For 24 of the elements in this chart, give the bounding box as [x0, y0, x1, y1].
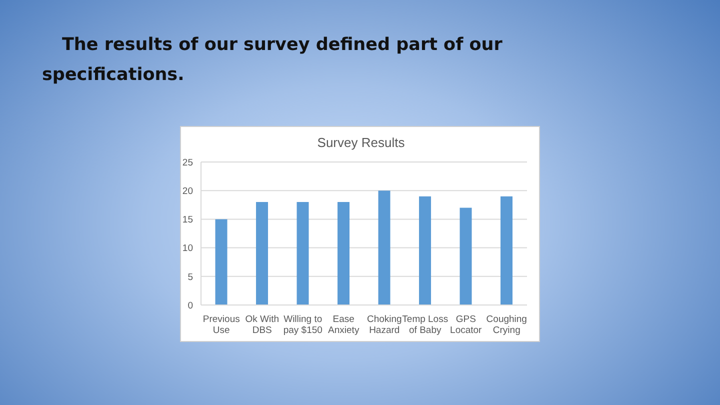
bar [500, 196, 513, 305]
bar [256, 202, 268, 305]
x-tick-label: Willing to pay $150 [283, 314, 322, 336]
y-tick-label: 10 [182, 243, 193, 254]
y-tick-label: 15 [182, 214, 193, 226]
text: The results of our survey defined part of our specifications. [42, 34, 504, 87]
x-tick-label: Ease Anxiety [328, 314, 360, 336]
bar [215, 219, 228, 305]
bar [419, 196, 432, 305]
x-tick-label: GPS Locator [450, 314, 482, 336]
y-tick-label: 5 [188, 272, 193, 283]
y-tick-label: 25 [182, 157, 193, 168]
chart-title: Survey Results [316, 135, 406, 150]
x-tick-label: Coughing Crying [486, 314, 527, 336]
x-tick-label: Previous Use [202, 314, 240, 336]
y-tick-label: 20 [182, 186, 193, 197]
bar [460, 208, 472, 305]
y-tick-label: 0 [188, 300, 193, 312]
x-tick-label: Ok With DBS [245, 314, 280, 336]
bar [378, 190, 390, 305]
x-tick-label: Choking Hazard [366, 314, 402, 336]
bar [296, 202, 309, 305]
bar [338, 202, 350, 305]
x-tick-label: Temp Loss of Baby [402, 314, 448, 336]
